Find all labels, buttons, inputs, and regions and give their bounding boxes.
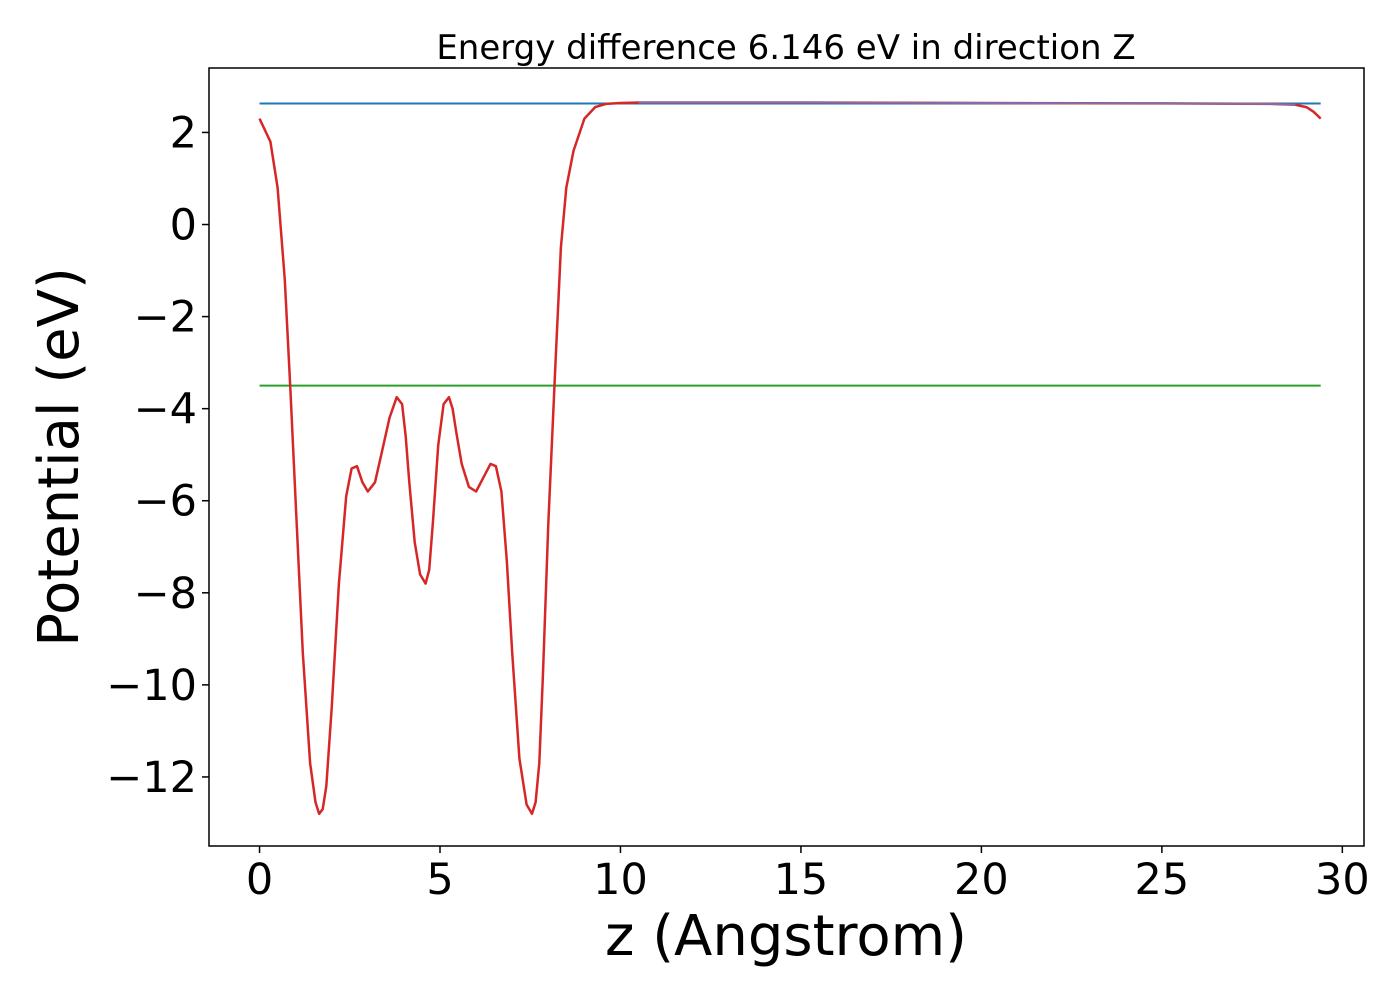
y-tick-label: 0 bbox=[170, 201, 197, 251]
x-axis-title: z (Angstrom) bbox=[605, 904, 967, 969]
potential-curve bbox=[258, 101, 1322, 816]
y-tick-label: −12 bbox=[106, 753, 197, 803]
x-tick-label: 30 bbox=[1315, 855, 1370, 905]
x-tick-label: 5 bbox=[426, 855, 453, 905]
curve-overlap-segment bbox=[638, 101, 1296, 106]
y-axis-title: Potential (eV) bbox=[27, 267, 92, 647]
y-tick-label: −4 bbox=[134, 385, 197, 435]
y-tick-label: −10 bbox=[106, 661, 197, 711]
x-axis-ticks: 0 5 10 15 20 25 30 bbox=[246, 846, 1370, 905]
y-tick-label: −6 bbox=[134, 477, 197, 527]
x-tick-label: 20 bbox=[954, 855, 1009, 905]
plot-frame bbox=[208, 67, 1365, 847]
y-tick-label: −8 bbox=[134, 569, 197, 619]
y-tick-label: −2 bbox=[134, 293, 197, 343]
x-tick-label: 10 bbox=[593, 855, 648, 905]
x-tick-label: 25 bbox=[1135, 855, 1190, 905]
plot-area bbox=[258, 101, 1322, 816]
y-axis-ticks: −12 −10 −8 −6 −4 −2 0 2 bbox=[106, 108, 209, 803]
chart-title: Energy difference 6.146 eV in direction … bbox=[436, 28, 1135, 68]
x-tick-label: 0 bbox=[246, 855, 273, 905]
x-tick-label: 15 bbox=[774, 855, 829, 905]
y-tick-label: 2 bbox=[170, 108, 197, 158]
